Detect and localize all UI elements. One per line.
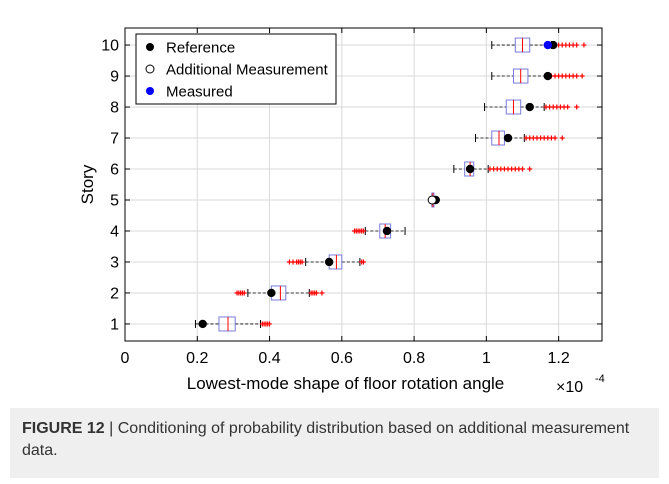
reference-point-story-7	[503, 133, 513, 143]
y-tick-label: 10	[101, 38, 119, 55]
outlier-story-3	[361, 259, 366, 265]
reference-point-story-2	[267, 288, 276, 298]
y-axis-label: Story	[78, 164, 97, 204]
legend-marker-2	[146, 87, 154, 95]
outlier-story-7	[559, 135, 565, 141]
legend-marker-1	[145, 64, 155, 74]
y-tick-label: 4	[110, 223, 119, 240]
outlier-story-8	[565, 104, 571, 110]
x-tick-label: 1.2	[548, 350, 570, 367]
x-axis-exponent: ×10	[556, 379, 583, 396]
x-tick-label: 0.2	[186, 350, 208, 367]
reference-point-story-9	[543, 71, 552, 81]
reference-point-story-4	[382, 226, 392, 236]
x-tick-label: 0.8	[403, 350, 425, 367]
legend-label-2: Measured	[166, 84, 233, 101]
reference-point-story-1	[198, 319, 207, 329]
figure-caption: FIGURE 12 | Conditioning of probability …	[10, 408, 659, 478]
caption-separator: |	[104, 420, 118, 437]
y-tick-label: 1	[110, 316, 119, 333]
legend-marker-0	[146, 43, 154, 51]
legend-label-1: Additional Measurement	[166, 62, 329, 79]
legend-box	[135, 33, 337, 105]
outlier-story-4	[361, 228, 366, 234]
legend-label-0: Reference	[166, 40, 235, 57]
additional-measurement-point-story-5	[427, 195, 437, 205]
x-tick-label: 1	[482, 350, 491, 367]
y-tick-label: 5	[110, 192, 119, 209]
outlier-story-9	[579, 73, 585, 79]
outlier-story-2	[314, 290, 320, 296]
y-tick-label: 2	[110, 285, 119, 302]
reference-point-story-6	[465, 164, 475, 174]
axes-frame	[124, 27, 603, 342]
box-story-1	[218, 316, 236, 332]
y-tick-label: 3	[110, 254, 119, 271]
outlier-story-2	[241, 290, 247, 296]
reference-point-story-3	[324, 257, 334, 267]
x-tick-label: 0.4	[258, 350, 280, 367]
outlier-story-1	[267, 321, 273, 327]
figure-label: FIGURE 12	[22, 420, 105, 437]
measured-point-story-10	[543, 40, 552, 50]
reference-point-story-8	[525, 102, 534, 112]
outlier-story-8	[574, 104, 580, 110]
caption-text: Conditioning of probability distribution…	[22, 420, 630, 459]
outlier-story-7	[552, 135, 558, 141]
outlier-story-10	[581, 42, 587, 48]
y-tick-label: 8	[110, 100, 119, 117]
outlier-story-6	[520, 166, 525, 172]
x-tick-label: 0	[121, 350, 130, 367]
y-tick-label: 9	[110, 69, 119, 86]
outlier-story-6	[527, 166, 533, 172]
outlier-story-2	[319, 290, 325, 296]
x-axis-label: Lowest-mode shape of floor rotation angl…	[187, 374, 505, 393]
outlier-story-3	[299, 259, 305, 265]
y-tick-label: 7	[110, 131, 119, 148]
y-tick-label: 6	[110, 162, 119, 179]
outlier-story-9	[574, 73, 580, 79]
outlier-story-10	[574, 42, 580, 48]
chart: 0 0.2 0.4 0.6 0.8 1 1.2 1 2 3 4 5 6 7 8 9 10 Lowest-mode …	[78, 27, 605, 396]
x-axis-exponent-power: -4	[595, 373, 605, 385]
x-tick-label: 0.6	[331, 350, 353, 367]
